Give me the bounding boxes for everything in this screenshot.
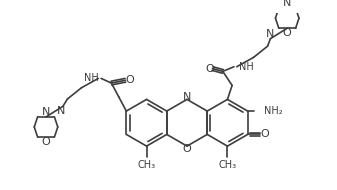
Text: O: O bbox=[42, 137, 51, 147]
Text: N: N bbox=[57, 106, 65, 116]
Text: O: O bbox=[283, 28, 292, 38]
Text: NH: NH bbox=[239, 62, 253, 72]
Text: N: N bbox=[183, 92, 191, 102]
Text: N: N bbox=[266, 29, 275, 39]
Text: CH₃: CH₃ bbox=[218, 160, 237, 170]
Text: O: O bbox=[183, 144, 191, 154]
Text: O: O bbox=[205, 64, 214, 74]
Text: NH: NH bbox=[84, 73, 98, 83]
Text: NH₂: NH₂ bbox=[264, 106, 282, 116]
Text: CH₃: CH₃ bbox=[137, 160, 156, 170]
Text: O: O bbox=[126, 75, 134, 85]
Text: O: O bbox=[260, 129, 269, 139]
Text: N: N bbox=[283, 0, 292, 8]
Text: N: N bbox=[42, 107, 50, 117]
